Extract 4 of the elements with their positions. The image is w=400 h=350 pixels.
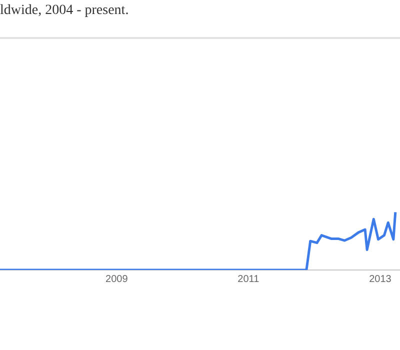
x-tick-label: 2013 <box>369 274 392 285</box>
x-tick-label: 2011 <box>238 274 260 285</box>
x-tick-label: 2009 <box>106 274 128 285</box>
chart-title: ldwide, 2004 - present. <box>0 3 129 18</box>
